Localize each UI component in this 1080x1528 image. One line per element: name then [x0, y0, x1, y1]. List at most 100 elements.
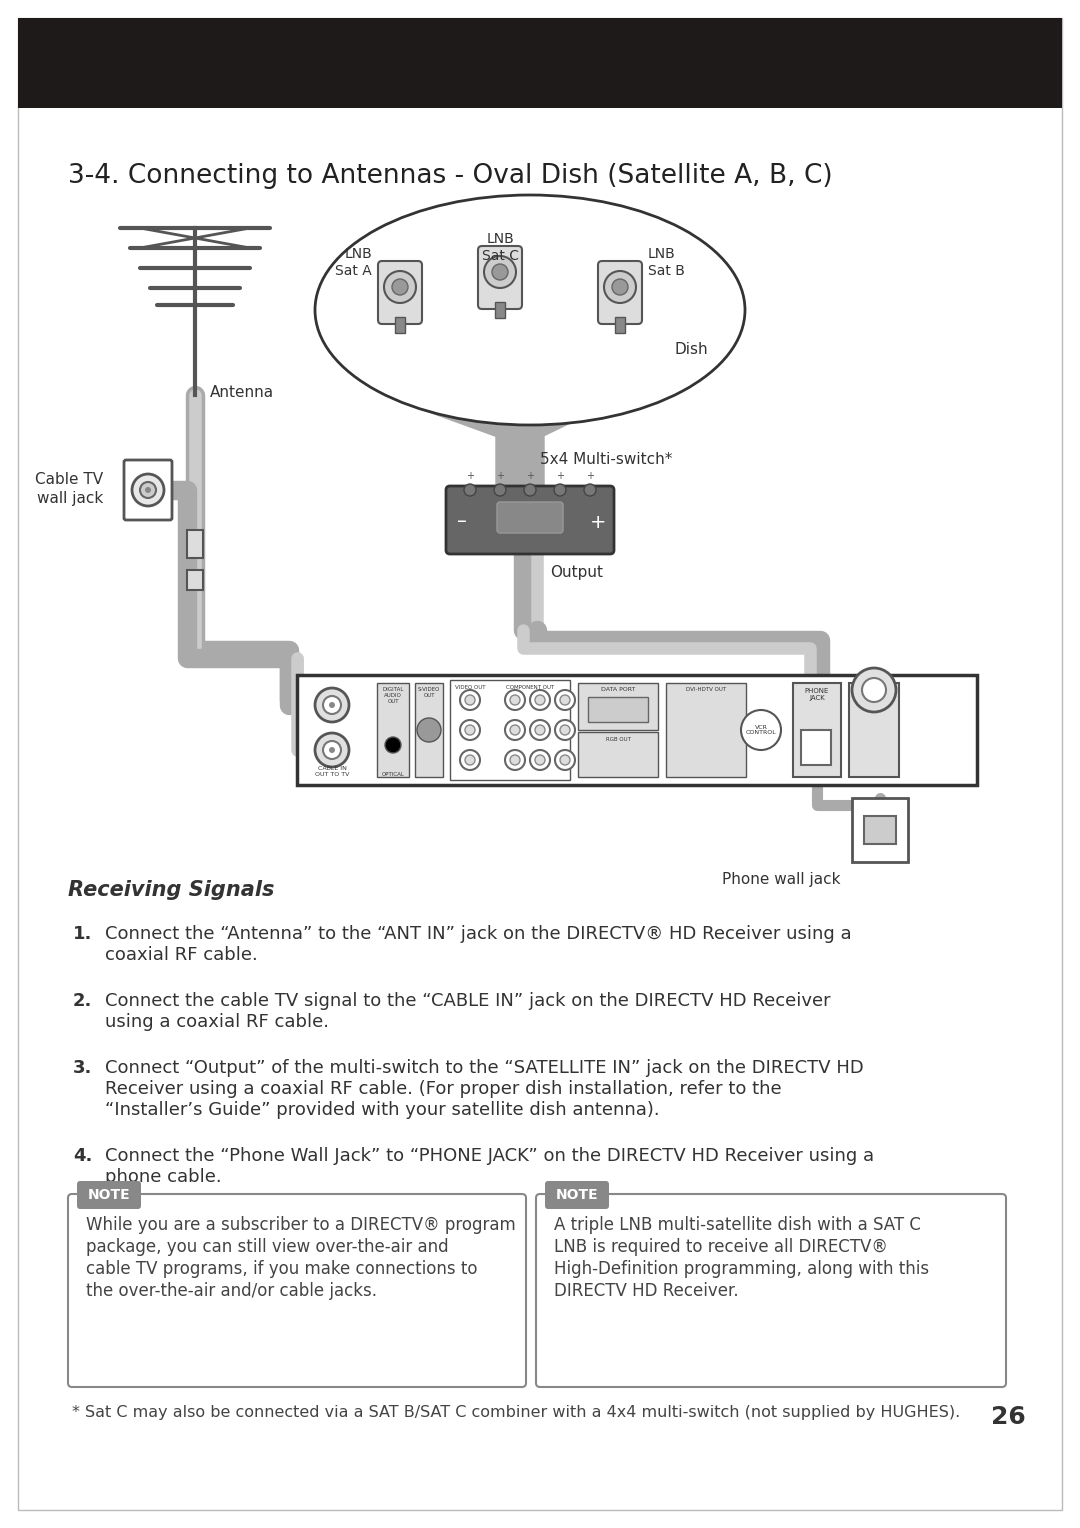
Circle shape	[510, 755, 519, 766]
Circle shape	[505, 750, 525, 770]
Circle shape	[505, 720, 525, 740]
Text: 3.: 3.	[73, 1059, 93, 1077]
Circle shape	[329, 701, 335, 707]
Circle shape	[530, 750, 550, 770]
Text: Antenna: Antenna	[210, 385, 274, 400]
Bar	[864, 816, 896, 843]
Text: 5x4 Multi-switch*: 5x4 Multi-switch*	[540, 452, 673, 468]
Bar	[187, 570, 203, 590]
Text: Connect the “Phone Wall Jack” to “PHONE JACK” on the DIRECTV HD Receiver using a: Connect the “Phone Wall Jack” to “PHONE …	[105, 1148, 874, 1164]
Circle shape	[561, 724, 570, 735]
Circle shape	[530, 720, 550, 740]
Circle shape	[465, 724, 475, 735]
Circle shape	[323, 695, 341, 714]
Text: NOTE: NOTE	[87, 1187, 131, 1203]
Circle shape	[554, 484, 566, 497]
Circle shape	[604, 270, 636, 303]
Bar	[495, 303, 505, 318]
Text: SATELLITE
IN: SATELLITE IN	[856, 688, 892, 701]
Bar	[450, 680, 570, 779]
Text: +: +	[586, 471, 594, 481]
Circle shape	[555, 691, 575, 711]
Circle shape	[417, 718, 441, 743]
Text: “Installer’s Guide” provided with your satellite dish antenna).: “Installer’s Guide” provided with your s…	[105, 1102, 660, 1118]
Text: Receiving Signals: Receiving Signals	[68, 880, 274, 900]
Text: phone cable.: phone cable.	[105, 1167, 221, 1186]
Text: Cable TV
wall jack: Cable TV wall jack	[35, 472, 103, 506]
Text: 4.: 4.	[73, 1148, 93, 1164]
Text: PHONE
JACK: PHONE JACK	[805, 688, 829, 701]
Text: VIDEO OUT: VIDEO OUT	[455, 685, 485, 691]
Circle shape	[140, 481, 156, 498]
Text: DIRECTV HD Receiver.: DIRECTV HD Receiver.	[554, 1282, 739, 1300]
Text: COMPONENT OUT: COMPONENT OUT	[505, 685, 554, 691]
Text: the over-the-air and/or cable jacks.: the over-the-air and/or cable jacks.	[86, 1282, 377, 1300]
FancyBboxPatch shape	[545, 1181, 609, 1209]
Text: LNB
Sat C: LNB Sat C	[482, 232, 518, 263]
Circle shape	[535, 724, 545, 735]
Text: CABLE IN
OUT TO TV: CABLE IN OUT TO TV	[314, 766, 349, 778]
Circle shape	[464, 484, 476, 497]
Circle shape	[384, 736, 401, 753]
Bar	[395, 316, 405, 333]
Text: LNB is required to receive all DIRECTV®: LNB is required to receive all DIRECTV®	[554, 1238, 888, 1256]
Text: cable TV programs, if you make connections to: cable TV programs, if you make connectio…	[86, 1261, 477, 1277]
Text: Phone wall jack: Phone wall jack	[721, 872, 840, 886]
FancyBboxPatch shape	[124, 460, 172, 520]
Circle shape	[510, 695, 519, 704]
Text: Output: Output	[550, 564, 603, 579]
Text: While you are a subscriber to a DIRECTV® program: While you are a subscriber to a DIRECTV®…	[86, 1216, 516, 1235]
Text: +: +	[496, 471, 504, 481]
Text: High-Definition programming, along with this: High-Definition programming, along with …	[554, 1261, 929, 1277]
Text: DVI-HDTV OUT: DVI-HDTV OUT	[686, 688, 726, 692]
Text: 2.: 2.	[73, 992, 93, 1010]
Circle shape	[555, 720, 575, 740]
Text: Receiver using a coaxial RF cable. (For proper dish installation, refer to the: Receiver using a coaxial RF cable. (For …	[105, 1080, 782, 1099]
Text: +: +	[556, 471, 564, 481]
Bar	[793, 683, 841, 778]
Bar	[852, 798, 908, 862]
Circle shape	[494, 484, 507, 497]
Text: A triple LNB multi-satellite dish with a SAT C: A triple LNB multi-satellite dish with a…	[554, 1216, 921, 1235]
Circle shape	[862, 678, 886, 701]
Text: S-VIDEO
OUT: S-VIDEO OUT	[418, 688, 441, 698]
Text: 1.: 1.	[73, 924, 93, 943]
Circle shape	[384, 270, 416, 303]
FancyBboxPatch shape	[77, 1181, 141, 1209]
Text: RGB OUT: RGB OUT	[606, 736, 631, 743]
Circle shape	[465, 755, 475, 766]
Bar	[187, 530, 203, 558]
Text: NOTE: NOTE	[556, 1187, 598, 1203]
FancyBboxPatch shape	[446, 486, 615, 555]
Text: +: +	[465, 471, 474, 481]
Circle shape	[741, 711, 781, 750]
Bar	[801, 730, 831, 766]
Circle shape	[392, 280, 408, 295]
Circle shape	[561, 695, 570, 704]
Text: OPTICAL: OPTICAL	[381, 772, 404, 778]
Circle shape	[315, 688, 349, 723]
Ellipse shape	[315, 196, 745, 425]
Circle shape	[535, 695, 545, 704]
Text: Connect the cable TV signal to the “CABLE IN” jack on the DIRECTV HD Receiver: Connect the cable TV signal to the “CABL…	[105, 992, 831, 1010]
Text: DATA PORT: DATA PORT	[600, 688, 635, 692]
Circle shape	[530, 691, 550, 711]
Text: 3-4. Connecting to Antennas - Oval Dish (Satellite A, B, C): 3-4. Connecting to Antennas - Oval Dish …	[68, 163, 833, 189]
Circle shape	[484, 257, 516, 287]
Bar	[415, 683, 443, 778]
Text: VCR
CONTROL: VCR CONTROL	[745, 724, 777, 735]
Bar	[377, 683, 409, 778]
Circle shape	[329, 747, 335, 753]
Bar	[18, 18, 1062, 108]
Bar	[578, 732, 658, 778]
Circle shape	[535, 755, 545, 766]
Circle shape	[460, 691, 480, 711]
Circle shape	[524, 484, 536, 497]
Text: LNB
Sat A: LNB Sat A	[335, 248, 372, 278]
Circle shape	[505, 691, 525, 711]
Circle shape	[323, 741, 341, 759]
FancyBboxPatch shape	[478, 246, 522, 309]
Text: Connect “Output” of the multi-switch to the “SATELLITE IN” jack on the DIRECTV H: Connect “Output” of the multi-switch to …	[105, 1059, 864, 1077]
Circle shape	[465, 695, 475, 704]
Circle shape	[561, 755, 570, 766]
